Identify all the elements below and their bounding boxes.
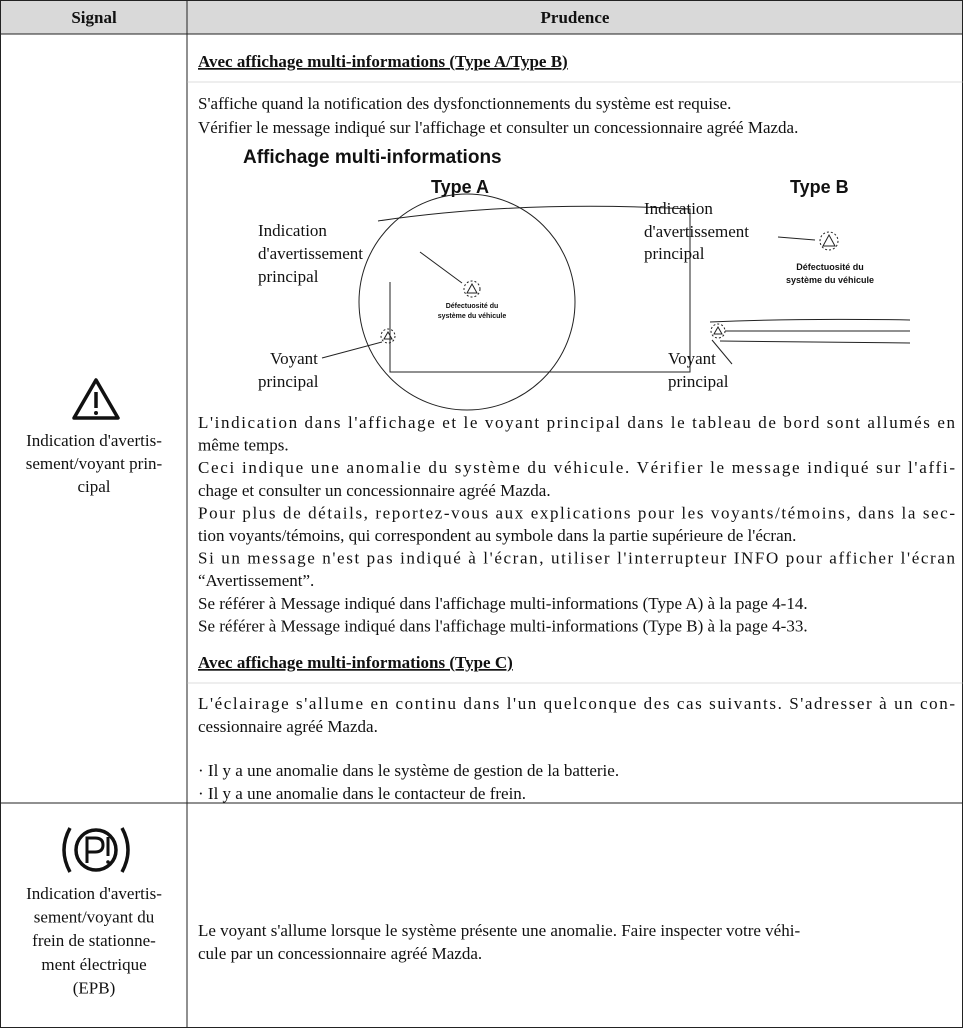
signal-label: Indication d'avertis-: [26, 431, 162, 450]
figure-callout: principal: [668, 372, 729, 391]
bullet: · Il y a une anomalie dans le contacteur…: [198, 784, 526, 803]
figure-callout: principal: [644, 244, 705, 263]
text-line: tion voyants/témoins, qui correspondent …: [198, 526, 796, 545]
text-line: cessionnaire agréé Mazda.: [198, 717, 378, 736]
header-bg: [1, 1, 962, 34]
figure-callout: Indication: [258, 221, 327, 240]
text-line: Vérifier le message indiqué sur l'affich…: [198, 118, 798, 137]
text-line: chage et consulter un concessionnaire ag…: [198, 481, 551, 500]
figure: Affichage multi-informations Type A Type…: [243, 147, 911, 411]
signal-label: sement/voyant prin-: [26, 454, 163, 473]
text-line: Se référer à Message indiqué dans l'affi…: [198, 594, 808, 613]
text-line: Se référer à Message indiqué dans l'affi…: [198, 616, 808, 635]
signal-label: (EPB): [73, 978, 116, 997]
text-line: L'indication dans l'affichage et le voya…: [198, 413, 956, 432]
figure-title: Affichage multi-informations: [243, 147, 502, 168]
figure-callout: d'avertissement: [258, 244, 363, 263]
screen-text: Défectuosité du: [446, 303, 499, 310]
signal-label: frein de stationne-: [32, 931, 156, 950]
signal-label: cipal: [77, 477, 110, 496]
text-line: L'éclairage s'allume en continu dans l'u…: [198, 694, 955, 713]
figure-callout: principal: [258, 267, 319, 286]
bullet: · Il y a une anomalie dans le système de…: [198, 761, 619, 780]
text-line: “Avertissement”.: [198, 571, 314, 590]
text-line: même temps.: [198, 436, 289, 455]
signal-label: Indication d'avertis-: [26, 884, 162, 903]
header-cell: Prudence: [541, 8, 610, 27]
figure-callout: Indication: [644, 199, 713, 218]
header-cell: Signal: [71, 8, 117, 27]
section-heading: Avec affichage multi-informations (Type …: [198, 52, 568, 71]
text-line: Si un message n'est pas indiqué à l'écra…: [198, 549, 956, 568]
text-line: Pour plus de détails, reportez-vous aux …: [198, 503, 955, 522]
figure-label: Type A: [431, 177, 489, 197]
screen-text: système du véhicule: [786, 275, 874, 285]
text-line: Ceci indique une anomalie du système du …: [198, 458, 955, 477]
screen-text: Défectuosité du: [796, 262, 864, 272]
body-text: L'indication dans l'affichage et le voya…: [198, 413, 956, 635]
figure-callout: d'avertissement: [644, 222, 749, 241]
parking-brake-icon: [62, 827, 130, 873]
text-line: Le voyant s'allume lorsque le système pr…: [198, 921, 800, 940]
signal-label-group: Indication d'avertis-sement/voyant du fre…: [26, 884, 162, 997]
figure-label: Type B: [790, 177, 849, 197]
screen-text: système du véhicule: [438, 313, 507, 320]
text-line: cule par un concessionnaire agréé Mazda.: [198, 944, 482, 963]
figure-callout: Voyant: [270, 349, 318, 368]
signal-label: ment électrique: [41, 955, 146, 974]
signal-label: sement/voyant du: [34, 908, 155, 927]
figure-callout: principal: [258, 372, 319, 391]
warning-icon: [72, 378, 120, 420]
figure-callout: Voyant: [668, 349, 716, 368]
section-heading: Avec affichage multi-informations (Type …: [198, 653, 513, 672]
text-line: S'affiche quand la notification des dysf…: [198, 94, 731, 113]
